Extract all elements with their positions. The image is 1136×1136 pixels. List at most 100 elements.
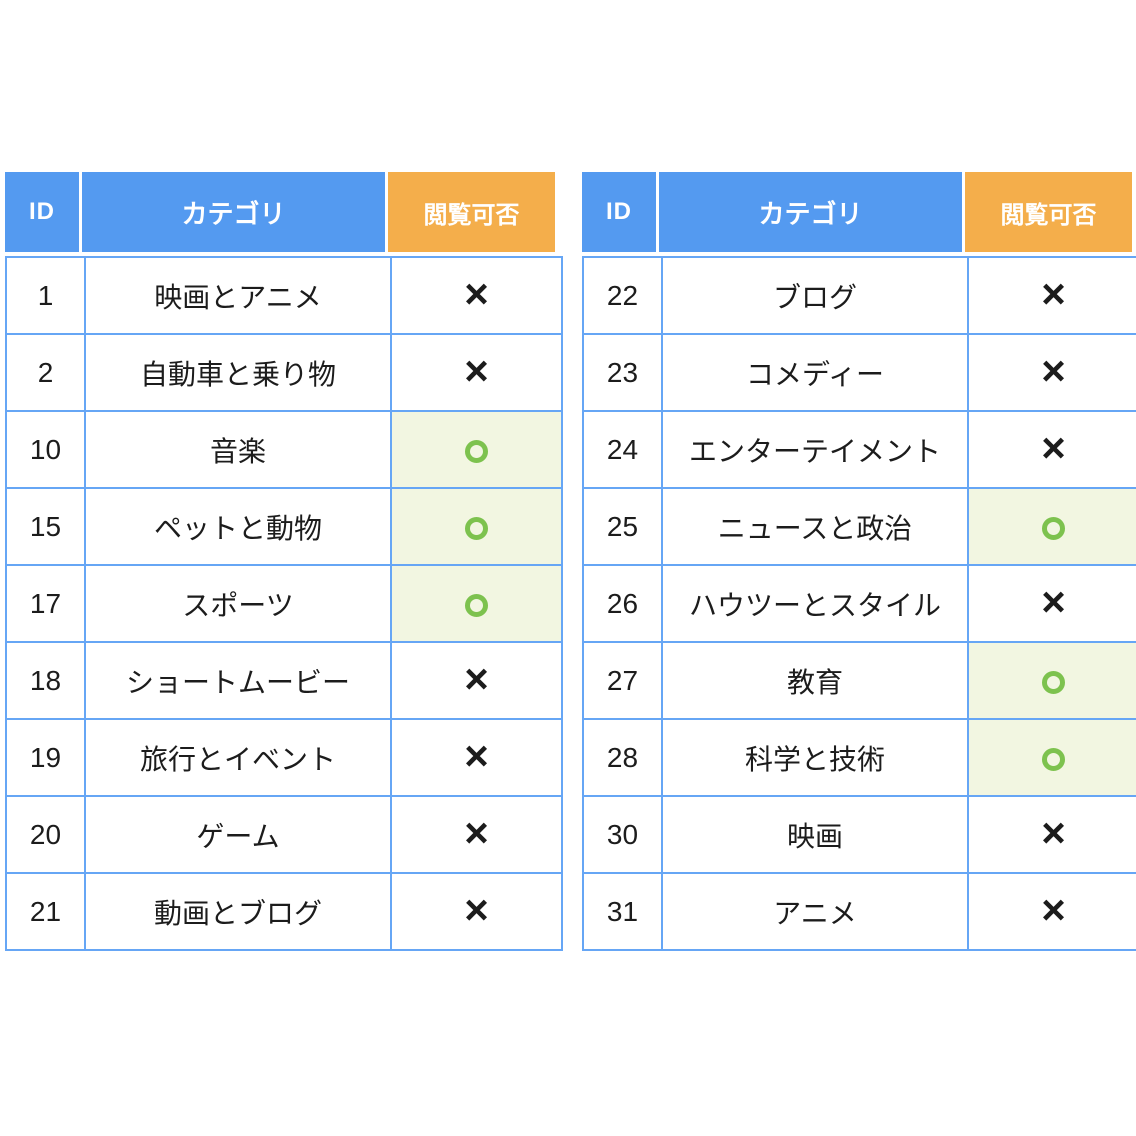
denied-cross-icon: ×: [464, 346, 489, 394]
cell-id: 31: [582, 872, 663, 951]
table-row: 15 ペットと動物: [5, 487, 563, 566]
header-cell-viewable: 閲覧可否: [965, 172, 1132, 252]
denied-cross-icon: ×: [1041, 423, 1066, 471]
cell-category: ゲーム: [84, 795, 392, 874]
cell-viewable-status: ×: [390, 333, 563, 412]
table-row: 24 エンターテイメント ×: [582, 410, 1136, 489]
cell-category: 教育: [661, 641, 969, 720]
cell-category: コメディー: [661, 333, 969, 412]
allowed-circle-icon: [465, 593, 488, 617]
header-cell-id: ID: [582, 172, 656, 252]
cell-id: 21: [5, 872, 86, 951]
denied-cross-icon: ×: [464, 654, 489, 702]
cell-viewable-status: ×: [967, 410, 1136, 489]
denied-cross-icon: ×: [464, 269, 489, 317]
cell-viewable-status: [390, 564, 563, 643]
cell-viewable-status: [967, 641, 1136, 720]
table-row: 27 教育: [582, 641, 1136, 720]
allowed-circle-icon: [1042, 670, 1065, 694]
denied-cross-icon: ×: [464, 885, 489, 933]
cell-viewable-status: ×: [390, 872, 563, 951]
category-table-left: ID カテゴリ 閲覧可否 1 映画とアニメ × 2 自動車と乗り物 × 10 音楽 15 ペットと…: [5, 172, 563, 951]
denied-cross-icon: ×: [1041, 346, 1066, 394]
cell-viewable-status: [967, 718, 1136, 797]
cell-viewable-status: ×: [967, 872, 1136, 951]
cell-id: 30: [582, 795, 663, 874]
cell-id: 20: [5, 795, 86, 874]
cell-id: 2: [5, 333, 86, 412]
table-body: 1 映画とアニメ × 2 自動車と乗り物 × 10 音楽 15 ペットと動物 17 スポーツ 18 ショー…: [5, 256, 563, 951]
cell-id: 10: [5, 410, 86, 489]
cell-id: 19: [5, 718, 86, 797]
cell-viewable-status: [390, 410, 563, 489]
cell-category: 映画: [661, 795, 969, 874]
cell-id: 1: [5, 256, 86, 335]
cell-id: 18: [5, 641, 86, 720]
table-row: 21 動画とブログ ×: [5, 872, 563, 951]
cell-id: 23: [582, 333, 663, 412]
cell-viewable-status: ×: [967, 256, 1136, 335]
cell-category: 映画とアニメ: [84, 256, 392, 335]
denied-cross-icon: ×: [464, 808, 489, 856]
cell-id: 15: [5, 487, 86, 566]
header-cell-category: カテゴリ: [82, 172, 385, 252]
table-row: 19 旅行とイベント ×: [5, 718, 563, 797]
table-row: 28 科学と技術: [582, 718, 1136, 797]
table-row: 2 自動車と乗り物 ×: [5, 333, 563, 412]
table-row: 17 スポーツ: [5, 564, 563, 643]
allowed-circle-icon: [1042, 516, 1065, 540]
denied-cross-icon: ×: [1041, 808, 1066, 856]
cell-category: 動画とブログ: [84, 872, 392, 951]
cell-category: ニュースと政治: [661, 487, 969, 566]
table-row: 23 コメディー ×: [582, 333, 1136, 412]
cell-category: ショートムービー: [84, 641, 392, 720]
cell-category: ブログ: [661, 256, 969, 335]
denied-cross-icon: ×: [464, 731, 489, 779]
cell-viewable-status: [390, 487, 563, 566]
cell-category: ハウツーとスタイル: [661, 564, 969, 643]
cell-category: 音楽: [84, 410, 392, 489]
cell-category: 科学と技術: [661, 718, 969, 797]
cell-category: アニメ: [661, 872, 969, 951]
allowed-circle-icon: [1042, 747, 1065, 771]
cell-category: 旅行とイベント: [84, 718, 392, 797]
table-row: 10 音楽: [5, 410, 563, 489]
header-cell-category: カテゴリ: [659, 172, 962, 252]
cell-id: 26: [582, 564, 663, 643]
denied-cross-icon: ×: [1041, 885, 1066, 933]
table-row: 20 ゲーム ×: [5, 795, 563, 874]
cell-category: ペットと動物: [84, 487, 392, 566]
allowed-circle-icon: [465, 439, 488, 463]
table-row: 31 アニメ ×: [582, 872, 1136, 951]
table-row: 30 映画 ×: [582, 795, 1136, 874]
denied-cross-icon: ×: [1041, 269, 1066, 317]
cell-id: 28: [582, 718, 663, 797]
cell-category: エンターテイメント: [661, 410, 969, 489]
header-cell-id: ID: [5, 172, 79, 252]
table-row: 25 ニュースと政治: [582, 487, 1136, 566]
cell-viewable-status: ×: [390, 256, 563, 335]
cell-category: 自動車と乗り物: [84, 333, 392, 412]
table-row: 18 ショートムービー ×: [5, 641, 563, 720]
cell-id: 17: [5, 564, 86, 643]
table-body: 22 ブログ × 23 コメディー × 24 エンターテイメント × 25 ニュースと政治 26 ハウツ…: [582, 256, 1136, 951]
table-header-row: ID カテゴリ 閲覧可否: [582, 172, 1132, 252]
category-table-right: ID カテゴリ 閲覧可否 22 ブログ × 23 コメディー × 24 エンターテイメント × 2…: [582, 172, 1136, 951]
cell-viewable-status: ×: [967, 795, 1136, 874]
cell-viewable-status: ×: [967, 564, 1136, 643]
cell-viewable-status: ×: [390, 641, 563, 720]
table-header-row: ID カテゴリ 閲覧可否: [5, 172, 555, 252]
cell-id: 25: [582, 487, 663, 566]
cell-viewable-status: ×: [967, 333, 1136, 412]
denied-cross-icon: ×: [1041, 577, 1066, 625]
cell-id: 22: [582, 256, 663, 335]
header-cell-viewable: 閲覧可否: [388, 172, 555, 252]
cell-viewable-status: ×: [390, 795, 563, 874]
allowed-circle-icon: [465, 516, 488, 540]
cell-viewable-status: [967, 487, 1136, 566]
table-row: 1 映画とアニメ ×: [5, 256, 563, 335]
table-row: 26 ハウツーとスタイル ×: [582, 564, 1136, 643]
cell-id: 24: [582, 410, 663, 489]
cell-category: スポーツ: [84, 564, 392, 643]
